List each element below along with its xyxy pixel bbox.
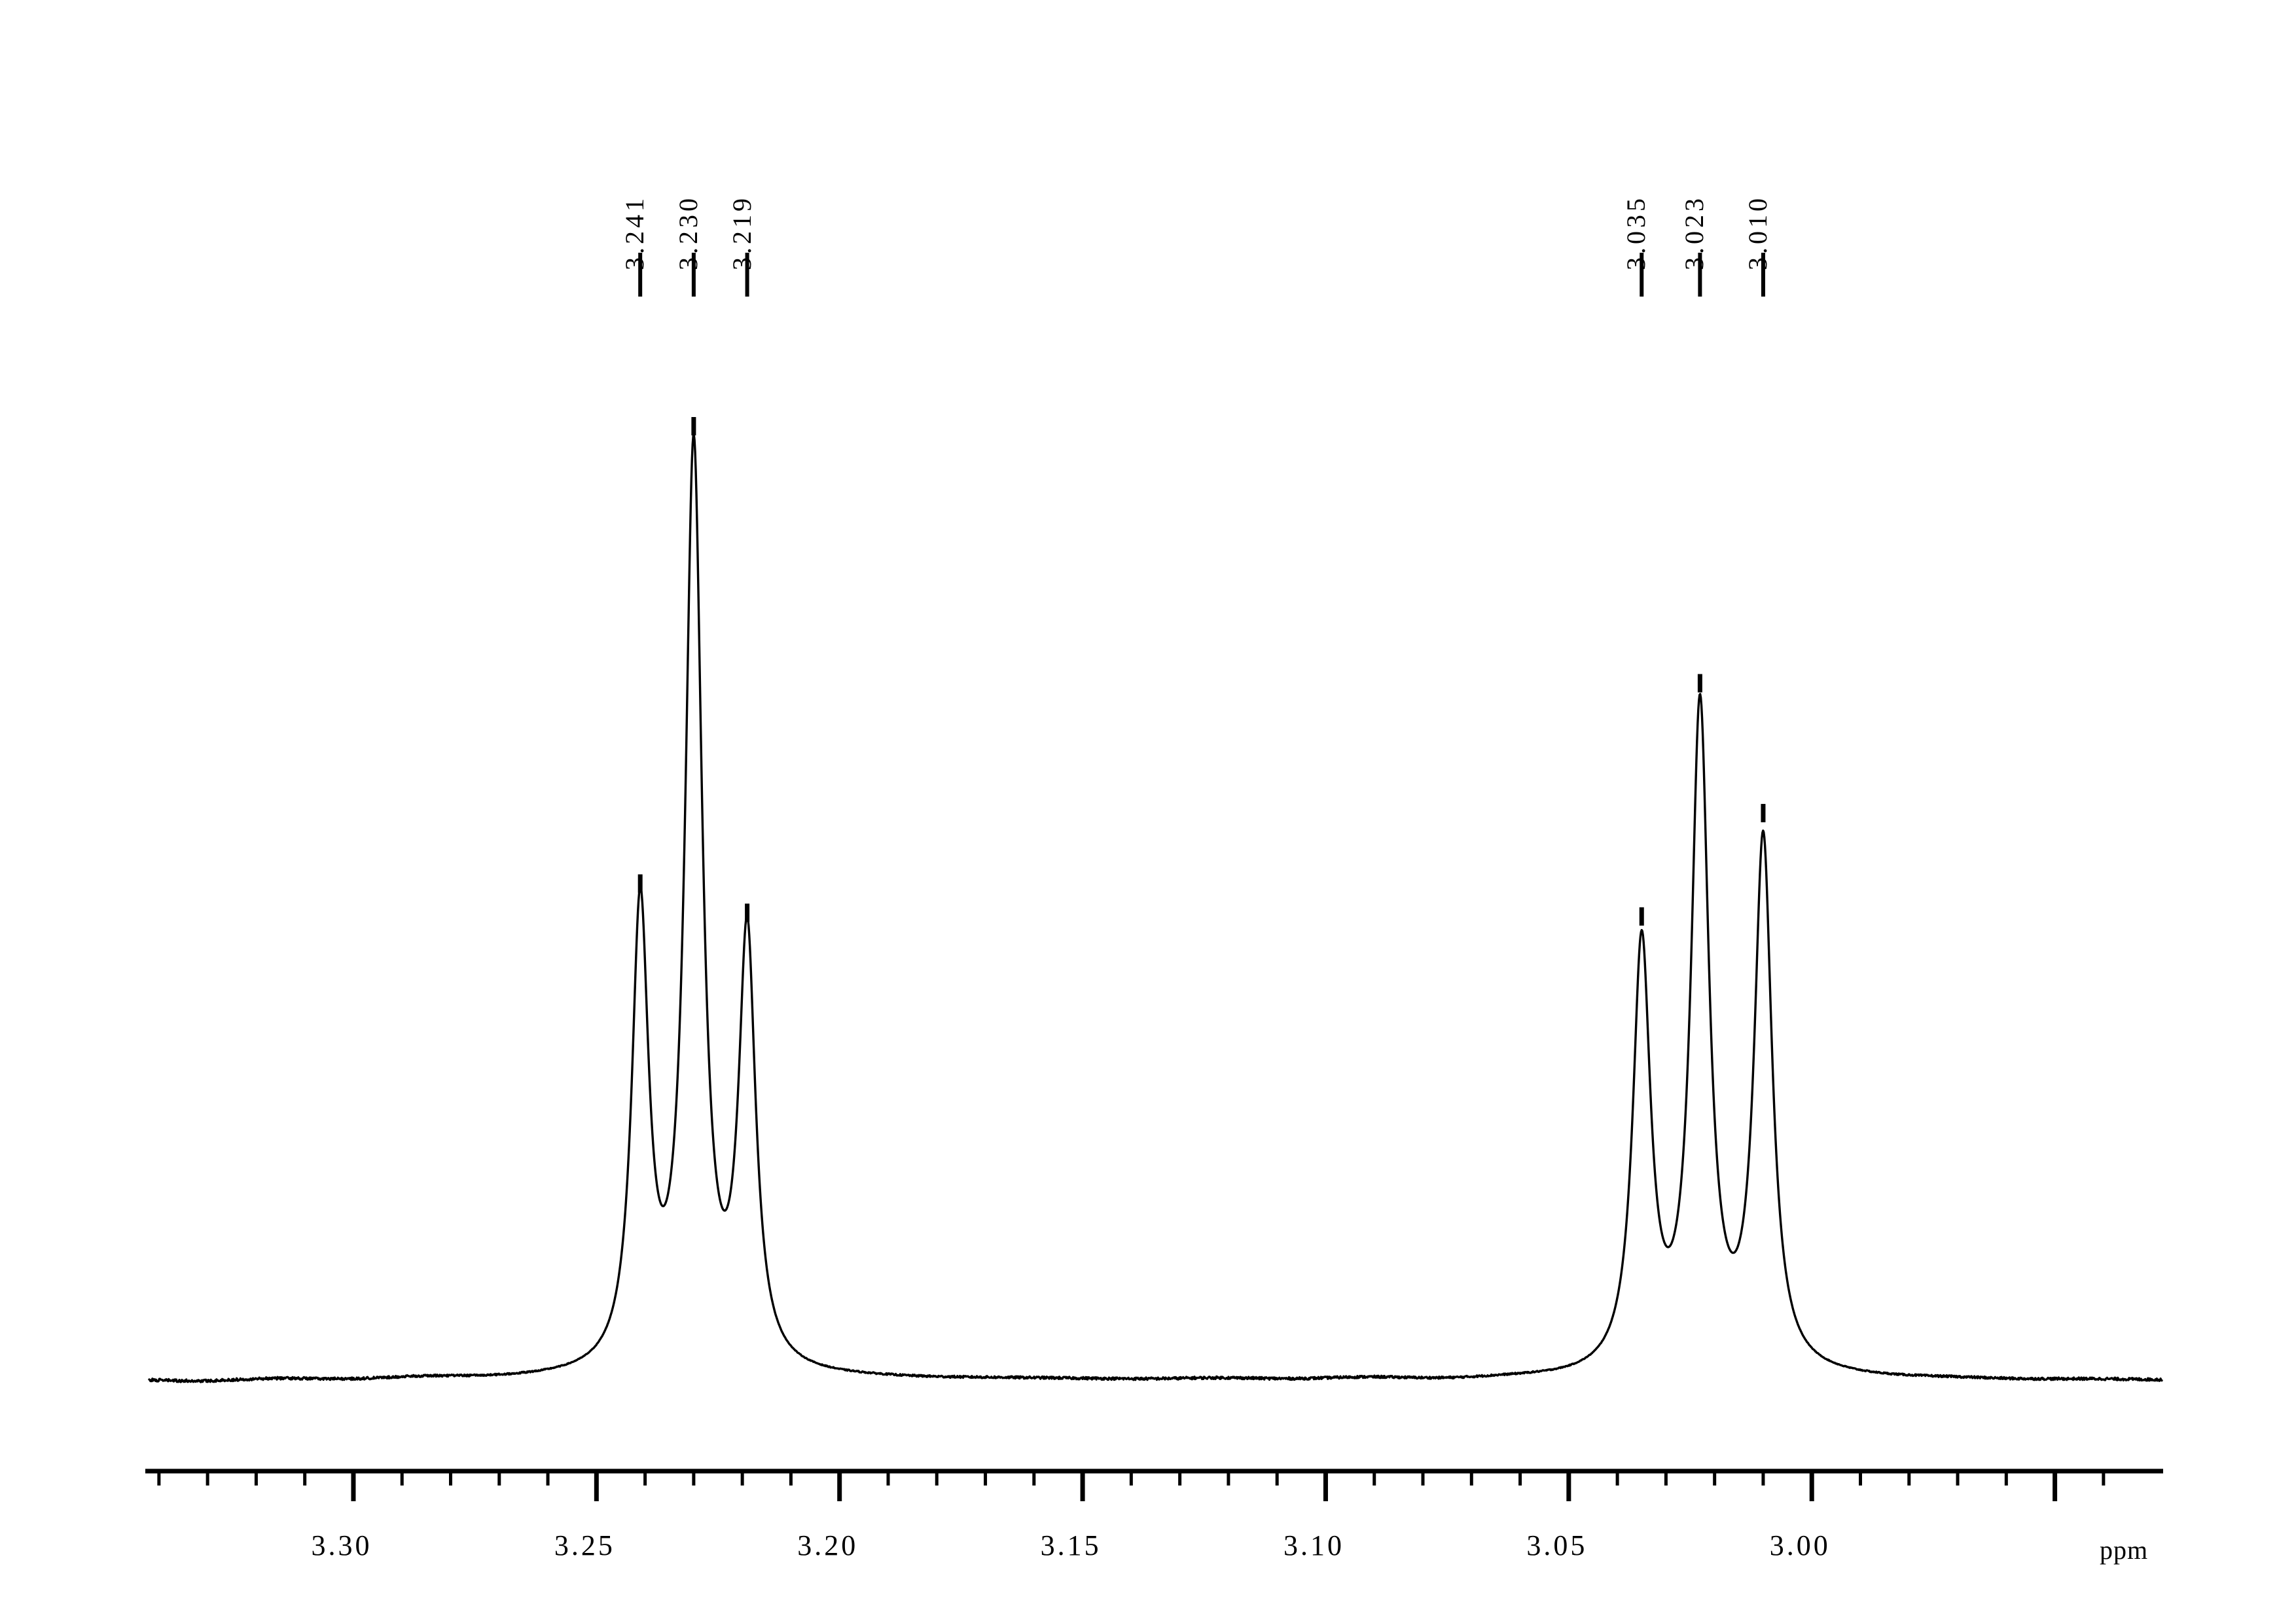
peak-pick-label: 3.035	[1621, 195, 1651, 270]
x-axis-group	[145, 1468, 2163, 1501]
x-axis-tick-label: 3.10	[1283, 1529, 1344, 1561]
peak-pick-label: 3.010	[1742, 195, 1772, 270]
axis-unit-label: ppm	[2100, 1535, 2149, 1565]
peak-pick-label: 3.219	[726, 195, 757, 270]
x-axis-tick-label: 3.00	[1769, 1529, 1831, 1561]
spectrum-trace-group	[148, 433, 2163, 1383]
x-axis-tick-group	[157, 1471, 2106, 1501]
x-axis-tick-label: 3.15	[1040, 1529, 1102, 1561]
peak-pick-label: 3.023	[1679, 195, 1710, 270]
x-axis-tick-label: 3.05	[1526, 1529, 1588, 1561]
x-axis-tick-label: 3.30	[311, 1529, 372, 1561]
peak-pick-label: 3.241	[620, 195, 650, 270]
peak-pick-label: 3.230	[673, 195, 703, 270]
spectrum-trace	[148, 433, 2163, 1383]
peak-top-tick-group	[637, 417, 1766, 926]
peak-label-leader-group	[638, 253, 1765, 297]
x-axis-tick-label: 3.25	[554, 1529, 615, 1561]
x-axis-tick-label: 3.20	[797, 1529, 859, 1561]
